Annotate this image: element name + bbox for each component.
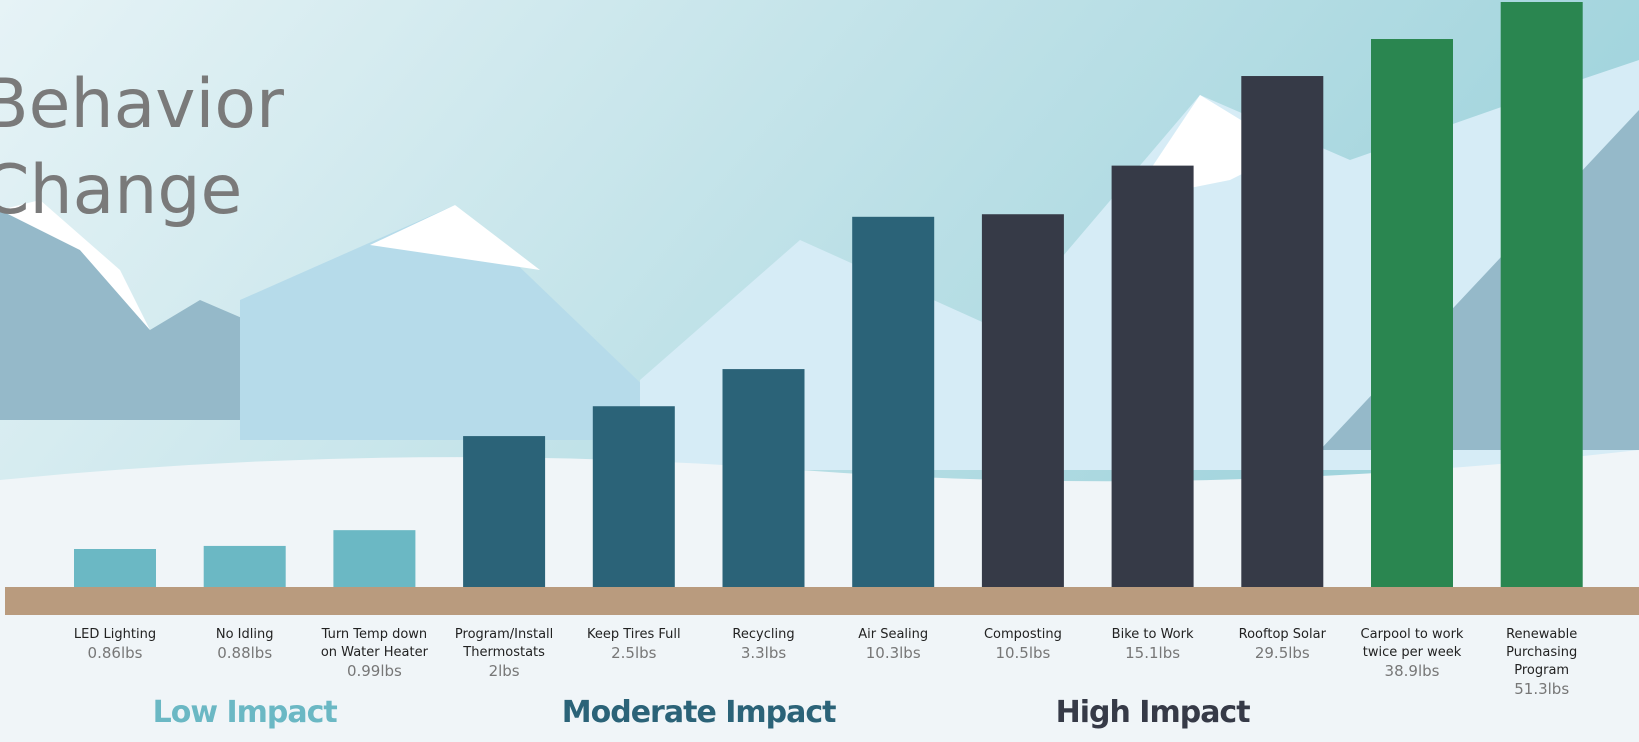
value-label: 10.3lbs	[833, 644, 953, 662]
value-label: 0.88lbs	[185, 644, 305, 662]
group-label: High Impact	[1056, 695, 1250, 730]
bar	[852, 217, 934, 587]
bar	[982, 214, 1064, 587]
value-label: 3.3lbs	[704, 644, 824, 662]
category-label: Keep Tires Full	[574, 626, 694, 644]
bar	[723, 369, 805, 587]
value-label: 0.99lbs	[314, 662, 434, 680]
bar	[1371, 39, 1453, 587]
category-label: No Idling	[185, 626, 305, 644]
category-label: Turn Temp down on Water Heater	[314, 626, 434, 662]
value-label: 2.5lbs	[574, 644, 694, 662]
value-label: 10.5lbs	[963, 644, 1083, 662]
category-label: Bike to Work	[1093, 626, 1213, 644]
value-label: 0.86lbs	[55, 644, 175, 662]
bar	[593, 406, 675, 587]
bar	[74, 549, 156, 587]
category-label: Renewable Purchasing Program	[1482, 626, 1602, 680]
category-label: Composting	[963, 626, 1083, 644]
value-label: 2lbs	[444, 662, 564, 680]
bar	[204, 546, 286, 587]
bar	[1112, 166, 1194, 587]
infographic: Behavior Change LED Lighting0.86lbs No Id…	[0, 0, 1639, 742]
value-label: 15.1lbs	[1093, 644, 1213, 662]
category-label: Carpool to work twice per week	[1352, 626, 1472, 662]
category-label: LED Lighting	[55, 626, 175, 644]
group-label: Low Impact	[153, 695, 337, 730]
value-label: 51.3lbs	[1482, 680, 1602, 698]
category-label: Rooftop Solar	[1222, 626, 1342, 644]
bar	[1241, 76, 1323, 587]
category-label: Recycling	[704, 626, 824, 644]
group-label: Moderate Impact	[562, 695, 836, 730]
bar	[463, 436, 545, 587]
bar	[1501, 2, 1583, 587]
bar	[333, 530, 415, 587]
category-label: Program/Install Thermostats	[444, 626, 564, 662]
value-label: 29.5lbs	[1222, 644, 1342, 662]
chart-title: Behavior Change	[0, 62, 262, 234]
category-label: Air Sealing	[833, 626, 953, 644]
value-label: 38.9lbs	[1352, 662, 1472, 680]
